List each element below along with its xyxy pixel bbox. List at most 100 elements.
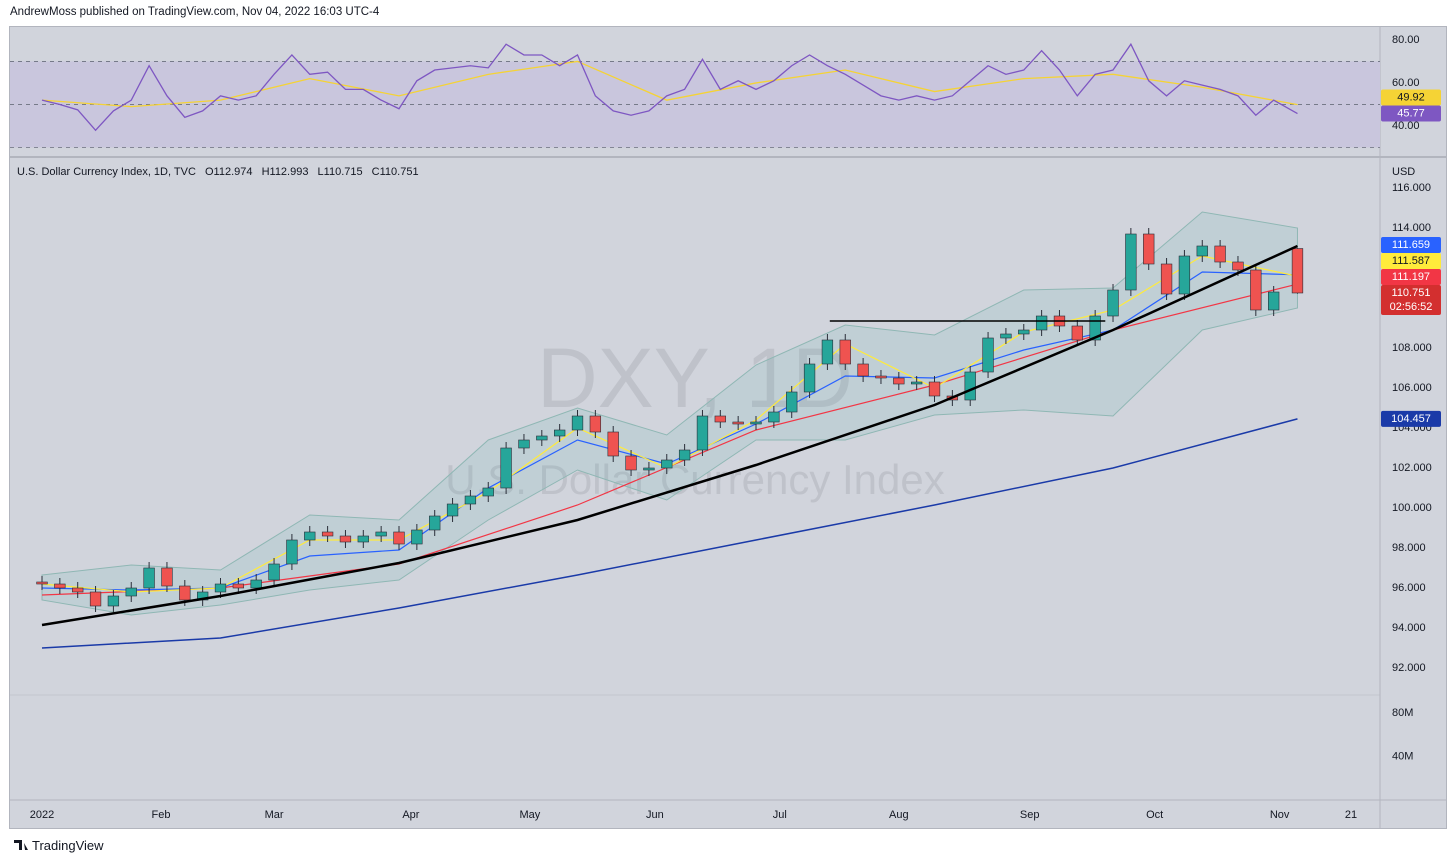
y-tick-label: 100.000: [1392, 502, 1432, 514]
candle-body: [1160, 263, 1173, 295]
price-badge-label: 111.197: [1392, 271, 1430, 283]
candle-body: [89, 591, 102, 607]
legend-key: C: [371, 166, 380, 178]
price-badge-label: 104.457: [1391, 413, 1431, 425]
candle-body: [1089, 315, 1101, 341]
candle-body: [536, 435, 548, 441]
candle-body: [357, 535, 369, 543]
candle-body: [107, 595, 120, 607]
rsi-band: [10, 61, 1380, 148]
candle-body: [1232, 261, 1244, 271]
candle-body: [875, 375, 887, 379]
candle-body: [964, 371, 976, 401]
candle-body: [857, 363, 869, 377]
candle-body: [1000, 333, 1012, 339]
candle-body: [786, 391, 798, 413]
candle-body: [1125, 233, 1137, 291]
candle-body: [36, 581, 48, 585]
overlay-line: [41, 418, 1298, 649]
logo-icon: [14, 840, 28, 850]
y-tick-label: 40.00: [1392, 120, 1420, 132]
candle-body: [339, 535, 352, 543]
candle-body: [982, 337, 994, 373]
legend-title: U.S. Dollar Currency Index, 1D, TVC: [17, 166, 196, 178]
y-tick-label: 94.000: [1392, 622, 1426, 634]
price-badge: [1381, 268, 1441, 285]
plot-background: [10, 27, 1380, 800]
legend-value: 112.974: [213, 166, 253, 178]
candle-body: [411, 529, 423, 545]
candle-body: [1071, 325, 1083, 341]
price-badge-label: 45.77: [1397, 107, 1425, 119]
candle-body: [821, 339, 834, 365]
candle-body: [696, 415, 709, 451]
candle-body: [554, 429, 566, 437]
candle-body: [661, 459, 673, 469]
band-area: [41, 211, 1298, 616]
x-tick-label: 2022: [30, 809, 54, 821]
publish-note: AndrewMoss published on TradingView.com,…: [10, 6, 380, 18]
legend: U.S. Dollar Currency Index, 1D, TVC O112…: [17, 166, 419, 178]
candle-body: [714, 415, 726, 423]
legend-value: 110.715: [323, 166, 363, 178]
candle-body: [429, 515, 441, 531]
candle-body: [1268, 291, 1280, 311]
candle-body: [143, 567, 155, 589]
candle-body: [1178, 255, 1191, 295]
price-pane: [36, 211, 1304, 649]
x-tick-label: Jul: [773, 809, 787, 821]
candle-body: [375, 531, 387, 537]
candle-body: [893, 377, 905, 385]
candle-body: [589, 415, 602, 433]
watermark-symbol: DXY, 1D: [537, 331, 853, 425]
candle-body: [1291, 248, 1304, 294]
candle-body: [1035, 315, 1048, 331]
price-badge: [1381, 105, 1441, 122]
x-tick-label: Jun: [646, 809, 664, 821]
legend-key: L: [317, 166, 324, 178]
candle-body: [571, 415, 584, 431]
price-badge-label: 111.659: [1392, 239, 1430, 251]
candle-body: [72, 587, 84, 593]
overlay-line: [41, 244, 1298, 627]
candle-body: [214, 583, 227, 593]
price-badge: [1381, 252, 1441, 269]
x-tick-label: 21: [1345, 809, 1357, 821]
legend-key: O: [204, 166, 214, 178]
price-badge-label: 110.751: [1392, 287, 1431, 299]
x-tick-label: Nov: [1270, 809, 1290, 821]
frame: [9, 26, 1447, 829]
x-tick-label: Feb: [152, 809, 171, 821]
volume-tick-label: 40M: [1392, 750, 1413, 762]
price-badge: [1381, 410, 1441, 427]
rsi-line: [41, 60, 1298, 108]
candle-body: [446, 503, 459, 517]
rsi-pane: [10, 42, 1380, 148]
candle-body: [161, 567, 173, 587]
candle-body: [1018, 329, 1030, 335]
candle-body: [678, 449, 691, 461]
y-tick-label: 92.000: [1392, 662, 1426, 674]
candle-body: [839, 339, 851, 365]
price-badge: [1381, 236, 1441, 253]
y-tick-label: 116.000: [1392, 182, 1431, 194]
candle-body: [321, 531, 334, 537]
countdown: 02:56:52: [1390, 301, 1433, 313]
candle-body: [54, 583, 66, 589]
y-tick-label: 114.000: [1392, 222, 1431, 234]
candle-body: [607, 431, 619, 457]
candle-body: [625, 455, 637, 471]
candle-body: [232, 583, 245, 589]
candle-body: [1143, 233, 1155, 265]
candle-body: [1107, 289, 1119, 317]
y-tick-label: 108.000: [1392, 342, 1432, 354]
y-tick-label: 106.000: [1392, 382, 1432, 394]
x-tick-label: Oct: [1146, 809, 1163, 821]
candle-body: [500, 447, 512, 489]
time-axis-background: [10, 800, 1380, 828]
y-tick-label: 96.000: [1392, 582, 1426, 594]
legend-value: 110.751: [379, 166, 419, 178]
candle-body: [268, 563, 280, 581]
